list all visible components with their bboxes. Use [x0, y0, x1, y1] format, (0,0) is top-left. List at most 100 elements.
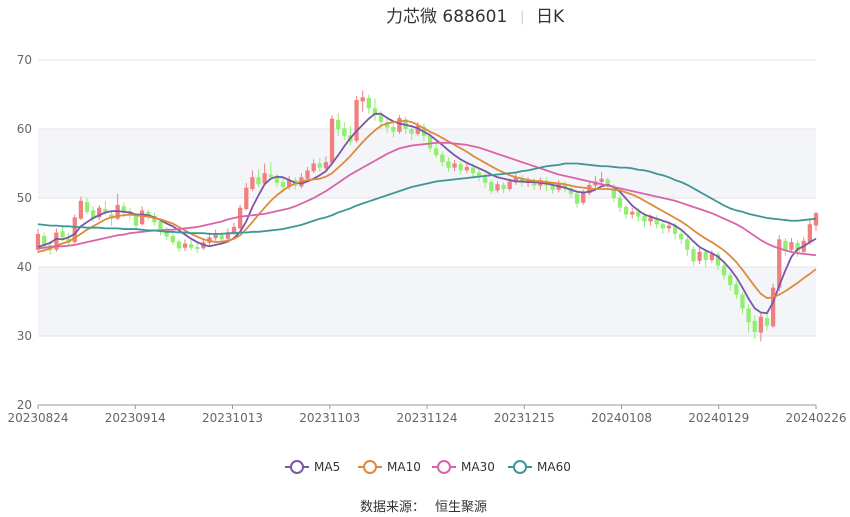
candle-up: [54, 232, 59, 250]
candle-up: [415, 125, 420, 134]
x-tick-label: 20240129: [688, 411, 749, 425]
candle-down: [795, 242, 800, 252]
candle-up: [287, 180, 292, 187]
candle-down: [409, 129, 414, 134]
candle-down: [385, 122, 390, 128]
candle-up: [329, 118, 335, 163]
candle-down: [532, 181, 537, 186]
candle-up: [599, 178, 604, 183]
y-tick-label: 50: [17, 191, 32, 205]
candle-up: [758, 316, 764, 333]
candle-down: [483, 177, 488, 183]
candle-up: [648, 217, 653, 222]
candle-down: [568, 188, 574, 194]
candle-down: [660, 224, 665, 229]
candle-up: [770, 287, 776, 327]
candle-up: [666, 225, 672, 229]
source-label: 数据来源：: [360, 500, 425, 515]
candle-down: [427, 135, 433, 149]
chart-title: 力芯微 688601: [386, 7, 507, 27]
candle-down: [256, 177, 261, 185]
candle-down: [164, 230, 169, 237]
candle-up: [238, 207, 243, 229]
plot-band: [38, 267, 816, 336]
candle-up: [360, 97, 365, 102]
candle-down: [623, 206, 629, 215]
candle-down: [672, 225, 678, 234]
x-tick-label: 20230824: [7, 411, 68, 425]
candle-up: [789, 242, 794, 250]
legend: MA5 MA10 MA30 MA60: [285, 460, 571, 474]
legend-item-ma60: MA60: [537, 460, 571, 474]
candle-up: [35, 233, 41, 250]
x-tick-label: 20231215: [494, 411, 555, 425]
candle-down: [746, 308, 751, 323]
candle-down: [728, 275, 733, 285]
x-axis: 20230824 20230914 20231013 20231103 20231124…: [7, 404, 847, 425]
y-tick-label: 20: [17, 398, 32, 412]
candle-down: [84, 202, 90, 212]
candle-up: [709, 253, 715, 261]
ma-line-ma5: [37, 112, 817, 315]
candle-down: [280, 182, 286, 187]
candle-down: [654, 218, 659, 225]
candle-down: [605, 179, 610, 187]
candle-down: [617, 198, 623, 208]
y-tick-label: 40: [17, 260, 32, 274]
candle-down: [446, 161, 451, 168]
x-tick-label: 20240226: [785, 411, 846, 425]
candle-down: [752, 320, 757, 332]
candle-down: [60, 231, 65, 238]
candle-down: [152, 215, 157, 223]
candle-down: [642, 215, 647, 222]
chart-title-group: 力芯微 688601 | 日K: [386, 7, 565, 27]
candle-up: [777, 239, 782, 288]
candle-up: [250, 177, 255, 190]
candle-up: [507, 181, 512, 190]
source-value: 恒生聚源: [435, 500, 487, 515]
candle-up: [182, 243, 188, 248]
candle-up: [305, 170, 310, 179]
candle-up: [697, 251, 702, 261]
candle-down: [501, 184, 506, 190]
candle-down: [783, 240, 788, 251]
candle-down: [268, 174, 273, 178]
candle-down: [121, 206, 126, 212]
candle-down: [611, 186, 616, 198]
candle-up: [78, 200, 84, 219]
x-tick-label: 20231103: [299, 411, 360, 425]
candle-down: [740, 294, 745, 309]
legend-marker: [437, 460, 451, 474]
candle-down: [550, 185, 555, 190]
legend-marker: [363, 460, 377, 474]
candle-down: [715, 254, 721, 266]
candle-up: [72, 217, 77, 243]
candle-down: [434, 148, 439, 156]
candle-down: [440, 154, 445, 163]
candle-down: [133, 214, 139, 226]
candle-down: [317, 163, 322, 168]
candle-down: [489, 182, 494, 192]
legend-item-ma10: MA10: [387, 460, 421, 474]
candle-up: [581, 192, 586, 203]
candle-down: [195, 246, 200, 250]
data-source: 数据来源： 恒生聚源: [360, 500, 487, 515]
y-tick-label: 70: [17, 53, 32, 67]
candle-up: [225, 232, 231, 239]
candle-up: [513, 177, 518, 183]
y-tick-label: 30: [17, 329, 32, 343]
plot-bands: [38, 129, 816, 336]
ma-line-ma30: [37, 141, 817, 257]
legend-item-ma5: MA5: [314, 460, 340, 474]
candle-up: [244, 187, 249, 210]
candle-up: [495, 184, 500, 191]
candle-down: [391, 126, 396, 132]
candle-down: [703, 251, 708, 261]
candle-down: [366, 97, 371, 109]
candle-down: [574, 193, 580, 204]
candle-down: [378, 115, 384, 123]
candle-up: [231, 226, 237, 233]
candle-up: [311, 163, 316, 172]
candle-up: [213, 233, 218, 239]
